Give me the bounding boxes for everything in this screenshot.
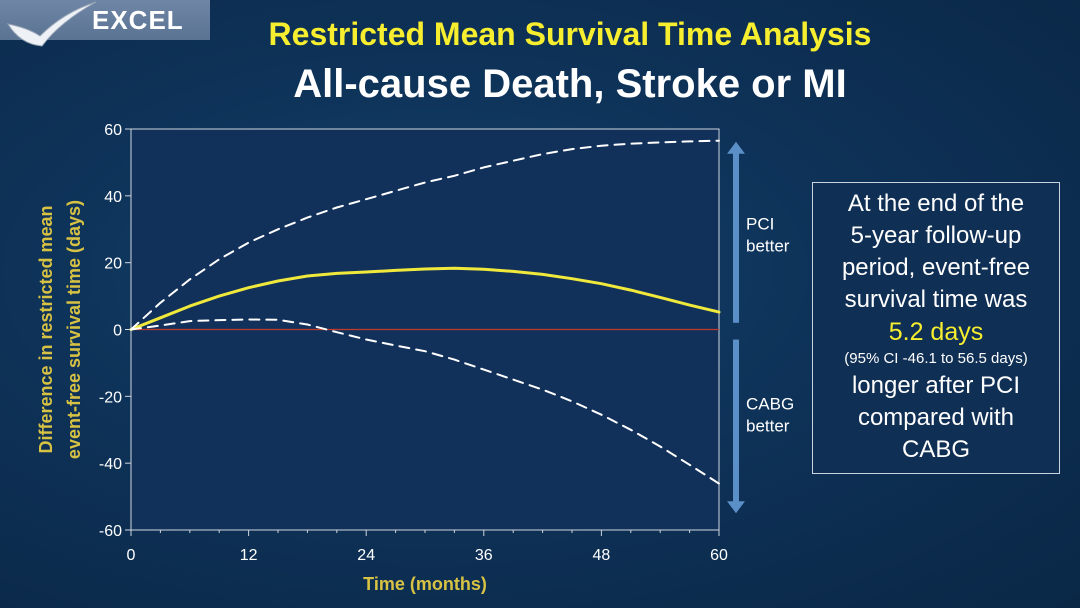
confidence-bound-line (130, 318, 720, 485)
confidence-bound-line (130, 139, 720, 331)
callout-line: compared with (857, 404, 1015, 431)
page-subtitle: All-cause Death, Stroke or MI (293, 62, 847, 106)
callout-line: period, event-free (841, 254, 1031, 281)
x-tick-label: 36 (475, 547, 493, 564)
series-layer (129, 139, 721, 485)
axes: 0 12 24 36 48 60 60 40 20 0 -20 -40 -60 Time (months)… (36, 122, 728, 594)
annotation-layer: PCI better CABG better (727, 141, 794, 514)
cabg-arrow-head (727, 501, 745, 514)
x-axis-label: Time (months) (363, 574, 487, 594)
x-tick-label: 60 (710, 547, 728, 564)
x-tick-label: 24 (357, 547, 375, 564)
pci-arrow-head (727, 141, 745, 154)
callout-ci: (95% CI -46.1 to 56.5 days) (844, 350, 1028, 367)
page-title: Restricted Mean Survival Time Analysis (268, 16, 872, 52)
cabg-better-label: better (746, 417, 790, 436)
x-tick-label: 48 (593, 547, 611, 564)
result-callout: At the end of the 5-year follow-up perio… (812, 182, 1060, 474)
excel-logo: EXCEL (0, 0, 210, 50)
x-tick-label: 12 (240, 547, 258, 564)
cabg-arrow-shaft (733, 339, 739, 504)
callout-line: survival time was (844, 286, 1028, 313)
estimate-line (129, 266, 721, 331)
pci-arrow-shaft (733, 151, 739, 323)
cabg-better-label: CABG (746, 395, 794, 414)
y-axis-label: Difference in restricted mean (36, 205, 56, 453)
y-tick-label: 20 (104, 256, 122, 273)
callout-line: 5-year follow-up (850, 222, 1022, 249)
y-tick-label: 40 (104, 189, 122, 206)
y-tick-label: 60 (104, 122, 122, 139)
callout-line: CABG (901, 436, 970, 463)
callout-line: At the end of the (847, 190, 1025, 217)
y-tick-label: -40 (99, 456, 122, 473)
y-tick-label: 0 (113, 323, 122, 340)
pci-better-label: better (746, 236, 790, 255)
x-tick-label: 0 (127, 547, 136, 564)
checkmark-icon (6, 1, 97, 47)
y-tick-label: -60 (99, 523, 122, 540)
callout-line: longer after PCI (851, 372, 1021, 399)
callout-highlight: 5.2 days (888, 318, 984, 346)
y-axis-label: event-free survival time (days) (64, 200, 84, 459)
logo-text: EXCEL (92, 5, 184, 35)
pci-better-label: PCI (746, 214, 774, 233)
y-tick-label: -20 (99, 389, 122, 406)
